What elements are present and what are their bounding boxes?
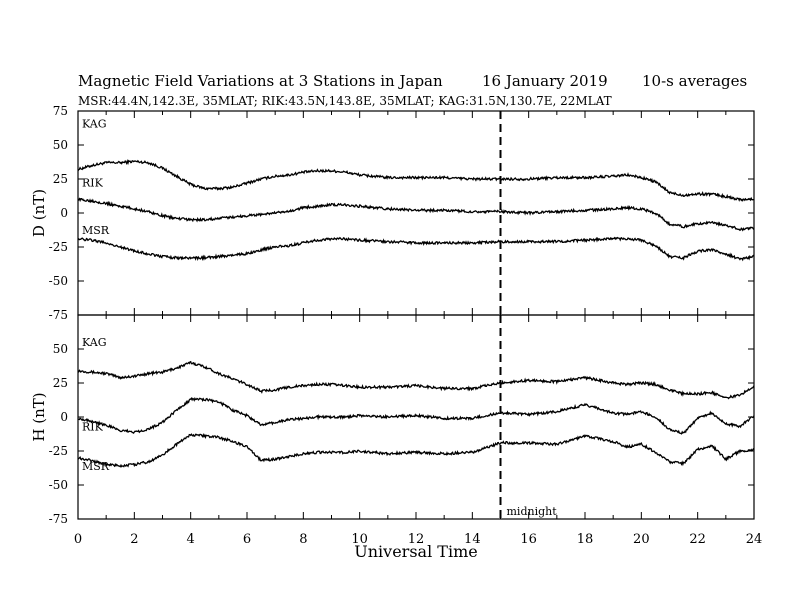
series-label-rik: RIK — [82, 420, 104, 433]
x-tick-label: 6 — [243, 532, 251, 547]
x-tick-label: 20 — [633, 532, 650, 547]
series-line-msr — [77, 433, 755, 468]
series-line-rik — [77, 197, 755, 232]
x-tick-label: 8 — [299, 532, 307, 547]
x-tick-label: 24 — [746, 532, 763, 547]
x-tick-label: 10 — [351, 532, 368, 547]
y-tick-label: 75 — [53, 104, 68, 118]
x-tick-label: 22 — [689, 532, 706, 547]
series-label-msr: MSR — [82, 460, 110, 473]
y-tick-label: 50 — [53, 138, 68, 152]
x-tick-label: 12 — [408, 532, 425, 547]
chart-date: 16 January 2019 — [482, 72, 608, 90]
x-tick-label: 4 — [187, 532, 195, 547]
series-line-kag — [77, 159, 755, 202]
y-tick-label: -25 — [49, 444, 68, 458]
series-label-rik: RIK — [82, 176, 104, 189]
y-tick-label: 0 — [60, 410, 68, 424]
y-axis-label: D (nT) — [30, 189, 48, 237]
y-tick-label: 25 — [53, 376, 68, 390]
y-tick-label: 50 — [53, 342, 68, 356]
series-line-rik — [77, 396, 755, 435]
stations-description: MSR:44.4N,142.3E, 35MLAT; RIK:43.5N,143.… — [78, 94, 612, 108]
y-tick-label: 25 — [53, 172, 68, 186]
series-line-msr — [77, 236, 755, 262]
chart-title: Magnetic Field Variations at 3 Stations … — [78, 72, 443, 90]
y-axis-label: H (nT) — [30, 392, 48, 441]
chart-averaging: 10-s averages — [642, 72, 748, 90]
series-label-kag: KAG — [82, 117, 107, 130]
series-line-kag — [77, 360, 755, 400]
x-axis-label: Universal Time — [354, 542, 477, 561]
x-tick-label: 14 — [464, 532, 481, 547]
x-tick-label: 18 — [577, 532, 594, 547]
y-tick-label: -75 — [49, 308, 68, 322]
chart-title-row: Magnetic Field Variations at 3 Stations … — [78, 72, 778, 92]
y-tick-label: 0 — [60, 206, 68, 220]
midnight-label: midnight — [507, 505, 558, 518]
x-tick-label: 2 — [130, 532, 138, 547]
y-tick-label: -75 — [49, 512, 68, 526]
x-tick-label: 0 — [74, 532, 82, 547]
series-label-kag: KAG — [82, 336, 107, 349]
y-tick-label: -50 — [49, 274, 68, 288]
x-tick-label: 16 — [520, 532, 537, 547]
y-tick-label: -50 — [49, 478, 68, 492]
y-tick-label: -25 — [49, 240, 68, 254]
series-label-msr: MSR — [82, 224, 110, 237]
